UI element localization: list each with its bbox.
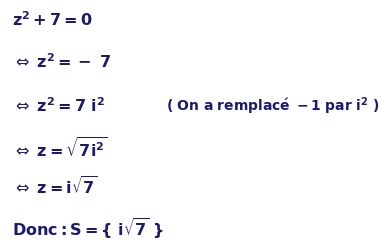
Text: $\Leftrightarrow\ \mathbf{z^2 = -\ 7}$: $\Leftrightarrow\ \mathbf{z^2 = -\ 7}$: [12, 52, 110, 71]
Text: $\Leftrightarrow\ \mathbf{z^2 = 7\ i^2}$: $\Leftrightarrow\ \mathbf{z^2 = 7\ i^2}$: [12, 96, 105, 115]
Text: $\Leftrightarrow\ \mathbf{z = \sqrt{7i^2}}$: $\Leftrightarrow\ \mathbf{z = \sqrt{7i^2…: [12, 136, 107, 160]
Text: $\mathbf{Donc : S = \{\ i\sqrt{7}\ \}}$: $\mathbf{Donc : S = \{\ i\sqrt{7}\ \}}$: [12, 216, 164, 241]
Text: $\mathbf{z^2 + 7 = 0}$: $\mathbf{z^2 + 7 = 0}$: [12, 10, 92, 29]
Text: $\Leftrightarrow\ \mathbf{z = i\sqrt{7}}$: $\Leftrightarrow\ \mathbf{z = i\sqrt{7}}…: [12, 176, 98, 198]
Text: $\mathbf{(\ On\ a\ remplac\acute{e}\ -1\ par\ i^2\ )}$: $\mathbf{(\ On\ a\ remplac\acute{e}\ -1\…: [166, 95, 379, 117]
